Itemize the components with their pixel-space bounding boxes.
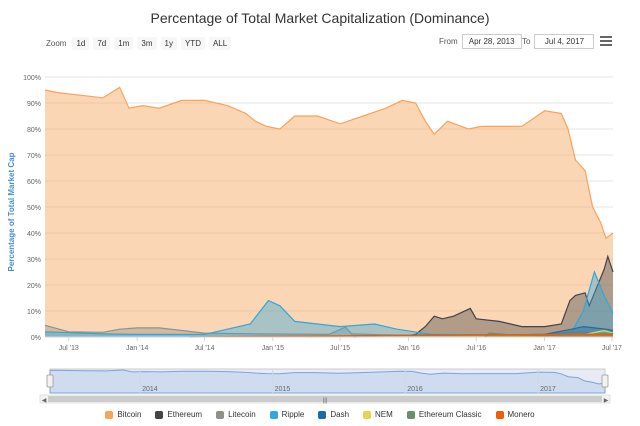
y-axis-ticks: 0% 10% 20% 30% 40% 50% 60% 70% 80% 90% 100% <box>23 75 41 342</box>
scroll-left-icon[interactable]: ◀ <box>42 398 47 404</box>
range-from: From Apr 28, 2013 <box>439 34 522 49</box>
from-label: From <box>439 37 458 46</box>
zoom-1m-button[interactable]: 1m <box>114 36 134 50</box>
legend-label-nem: NEM <box>375 410 393 419</box>
series-area-ethereum-classic <box>484 333 613 337</box>
x-tick-label: Jul '13 <box>59 345 79 352</box>
y-tick-label: 80% <box>27 127 41 134</box>
zoom-1d-button[interactable]: 1d <box>72 36 90 50</box>
legend-item-ethereum[interactable]: Ethereum <box>155 410 202 419</box>
navigator-year-label: 2017 <box>540 386 556 393</box>
legend-swatch-dash <box>318 410 327 419</box>
legend-swatch-ethereum <box>155 410 164 419</box>
zoom-3m-button[interactable]: 3m <box>137 36 157 50</box>
navigator-year-label: 2015 <box>275 386 291 393</box>
legend-item-ripple[interactable]: Ripple <box>269 410 305 419</box>
scroll-right-icon[interactable]: ▶ <box>604 398 609 404</box>
y-tick-label: 30% <box>27 257 41 264</box>
legend-swatch-litecoin <box>216 410 225 419</box>
y-tick-label: 70% <box>27 153 41 160</box>
x-axis-ticks: Jul '13 Jan '14 Jul '14 Jan '15 Jul '15 Jan '… <box>45 336 622 352</box>
x-tick-label: Jan '17 <box>533 345 555 352</box>
legend-label-ethereum-classic: Ethereum Classic <box>418 410 482 419</box>
to-label: To <box>522 37 531 46</box>
legend-label-dash: Dash <box>330 410 350 419</box>
legend-item-bitcoin[interactable]: Bitcoin <box>105 410 141 419</box>
navigator-series <box>49 369 606 394</box>
legend: Bitcoin Ethereum Litecoin Ripple Dash NE… <box>0 410 640 419</box>
legend-item-nem[interactable]: NEM <box>363 410 393 419</box>
scrollbar-thumb[interactable] <box>48 396 602 402</box>
from-date-input[interactable]: Apr 28, 2013 <box>461 34 522 49</box>
navigator-year-label: 2016 <box>407 386 423 393</box>
x-tick-label: Jan '15 <box>262 345 284 352</box>
y-tick-label: 0% <box>31 335 41 342</box>
y-tick-label: 100% <box>23 75 41 82</box>
legend-label-monero: Monero <box>507 410 535 419</box>
series-line-ripple <box>44 270 614 336</box>
y-tick-label: 20% <box>27 283 41 290</box>
legend-swatch-bitcoin <box>105 410 114 419</box>
menu-icon[interactable] <box>600 36 612 48</box>
to-date-input[interactable]: Jul 4, 2017 <box>534 34 595 49</box>
y-axis-title: Percentage of Total Market Cap <box>7 152 16 271</box>
y-tick-label: 50% <box>27 205 41 212</box>
scrollbar-grip-icon: ||| <box>323 398 328 404</box>
series-area-nem <box>306 330 613 337</box>
x-tick-label: Jul '14 <box>194 345 214 352</box>
legend-swatch-nem <box>363 410 372 419</box>
zoom-7d-button[interactable]: 7d <box>93 36 111 50</box>
y-tick-label: 90% <box>27 101 41 108</box>
series-areas <box>44 86 614 338</box>
legend-item-litecoin[interactable]: Litecoin <box>216 410 256 419</box>
series-area-bitcoin <box>45 87 613 338</box>
legend-label-bitcoin: Bitcoin <box>117 410 142 419</box>
legend-swatch-ethereum-classic <box>406 410 415 419</box>
navigator-year-label: 2014 <box>142 386 158 393</box>
series-line-ethereum-classic <box>484 332 614 338</box>
x-tick-label: Jul '17 <box>602 345 622 352</box>
zoom-label: Zoom <box>46 38 67 48</box>
navigator-left-handle[interactable] <box>46 374 54 388</box>
legend-label-litecoin: Litecoin <box>228 410 256 419</box>
navigator-right-handle[interactable] <box>601 374 609 388</box>
zoom-controls: Zoom 1d 7d 1m 3m 1y YTD ALL <box>46 36 235 50</box>
series-area-ethereum <box>353 256 613 337</box>
zoom-all-button[interactable]: ALL <box>208 36 232 50</box>
range-to: To Jul 4, 2017 <box>522 34 595 49</box>
series-line-monero <box>189 333 614 338</box>
legend-swatch-monero <box>495 410 504 419</box>
legend-label-ripple: Ripple <box>281 410 305 419</box>
y-tick-label: 60% <box>27 179 41 186</box>
legend-swatch-ripple <box>269 410 278 419</box>
y-tick-label: 10% <box>27 309 41 316</box>
legend-label-ethereum: Ethereum <box>167 410 203 419</box>
x-tick-label: Jul '16 <box>466 345 486 352</box>
x-tick-label: Jan '16 <box>397 345 419 352</box>
x-tick-label: Jan '14 <box>126 345 148 352</box>
x-tick-label: Jul '15 <box>330 345 350 352</box>
legend-item-monero[interactable]: Monero <box>495 410 535 419</box>
chart-title: Percentage of Total Market Capitalizatio… <box>150 10 490 26</box>
series-line-bitcoin <box>44 86 614 240</box>
navigator[interactable]: 2014 2015 2016 2017 ◀ ▶ ||| <box>39 368 611 404</box>
series-line-ethereum <box>353 254 614 338</box>
legend-item-ethereum-classic[interactable]: Ethereum Classic <box>406 410 482 419</box>
legend-item-dash[interactable]: Dash <box>318 410 349 419</box>
zoom-ytd-button[interactable]: YTD <box>180 36 205 50</box>
y-tick-label: 40% <box>27 231 41 238</box>
zoom-1y-button[interactable]: 1y <box>160 36 177 50</box>
